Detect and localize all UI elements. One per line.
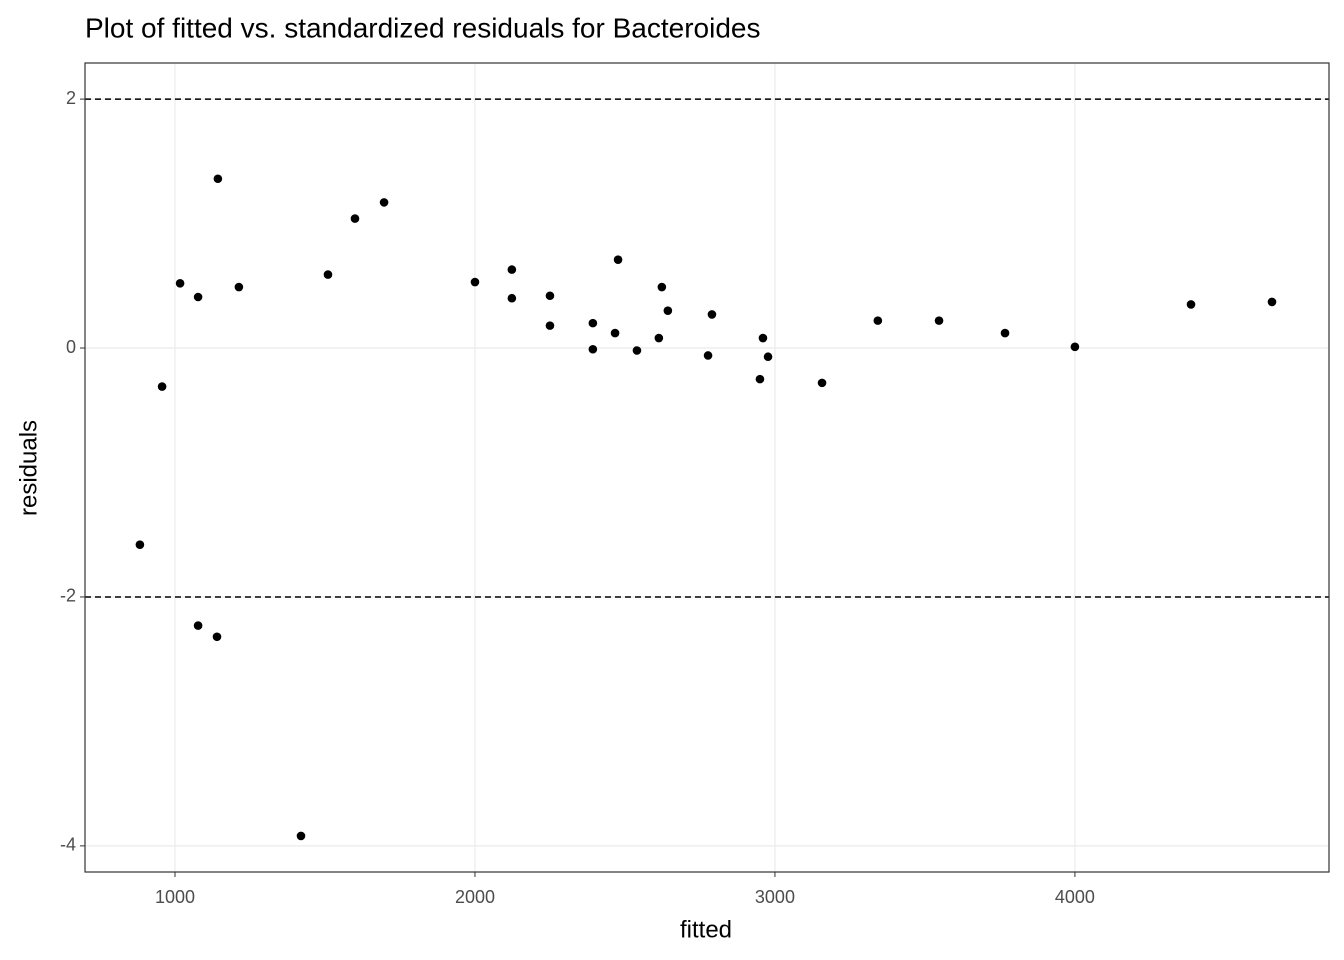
point: [934, 316, 944, 325]
point: [763, 352, 773, 362]
point: [1070, 342, 1080, 352]
point: [873, 316, 883, 325]
point: [470, 277, 480, 287]
point: [545, 291, 555, 301]
point: [212, 632, 222, 642]
point: [758, 333, 768, 343]
y-axis-label: residuals: [15, 420, 42, 516]
point: [379, 198, 389, 207]
point: [817, 378, 827, 388]
point: [350, 214, 360, 223]
x-axis-label: fitted: [680, 916, 732, 943]
y-tick-label: 0: [66, 337, 76, 357]
point: [193, 292, 203, 302]
x-tick-label: 1000: [155, 887, 195, 907]
point: [588, 318, 598, 328]
chart-title: Plot of fitted vs. standardized residual…: [85, 12, 760, 43]
y-tick-label: 2: [66, 88, 76, 108]
point: [213, 174, 223, 184]
y-tick-label: -2: [60, 586, 76, 606]
point: [234, 282, 244, 292]
point: [632, 346, 642, 355]
point: [545, 321, 555, 330]
point: [663, 306, 673, 315]
point: [613, 255, 623, 264]
point: [507, 293, 517, 303]
point: [610, 328, 620, 338]
x-tick-label: 2000: [455, 887, 495, 907]
point: [654, 333, 664, 343]
point: [755, 374, 765, 384]
point: [1000, 328, 1010, 338]
point: [193, 621, 203, 630]
x-tick-label: 3000: [755, 887, 795, 907]
point: [296, 831, 306, 841]
y-tick-label: -4: [60, 835, 76, 855]
point: [135, 540, 145, 549]
point: [703, 351, 713, 360]
point: [588, 344, 598, 354]
point: [657, 282, 667, 292]
point: [1267, 297, 1277, 307]
point: [507, 265, 517, 274]
plot-border: [84, 62, 1330, 873]
point: [1186, 300, 1196, 309]
point: [707, 310, 717, 319]
x-tick-label: 4000: [1055, 887, 1095, 907]
point: [175, 278, 185, 288]
point: [157, 382, 167, 391]
point: [323, 270, 333, 279]
